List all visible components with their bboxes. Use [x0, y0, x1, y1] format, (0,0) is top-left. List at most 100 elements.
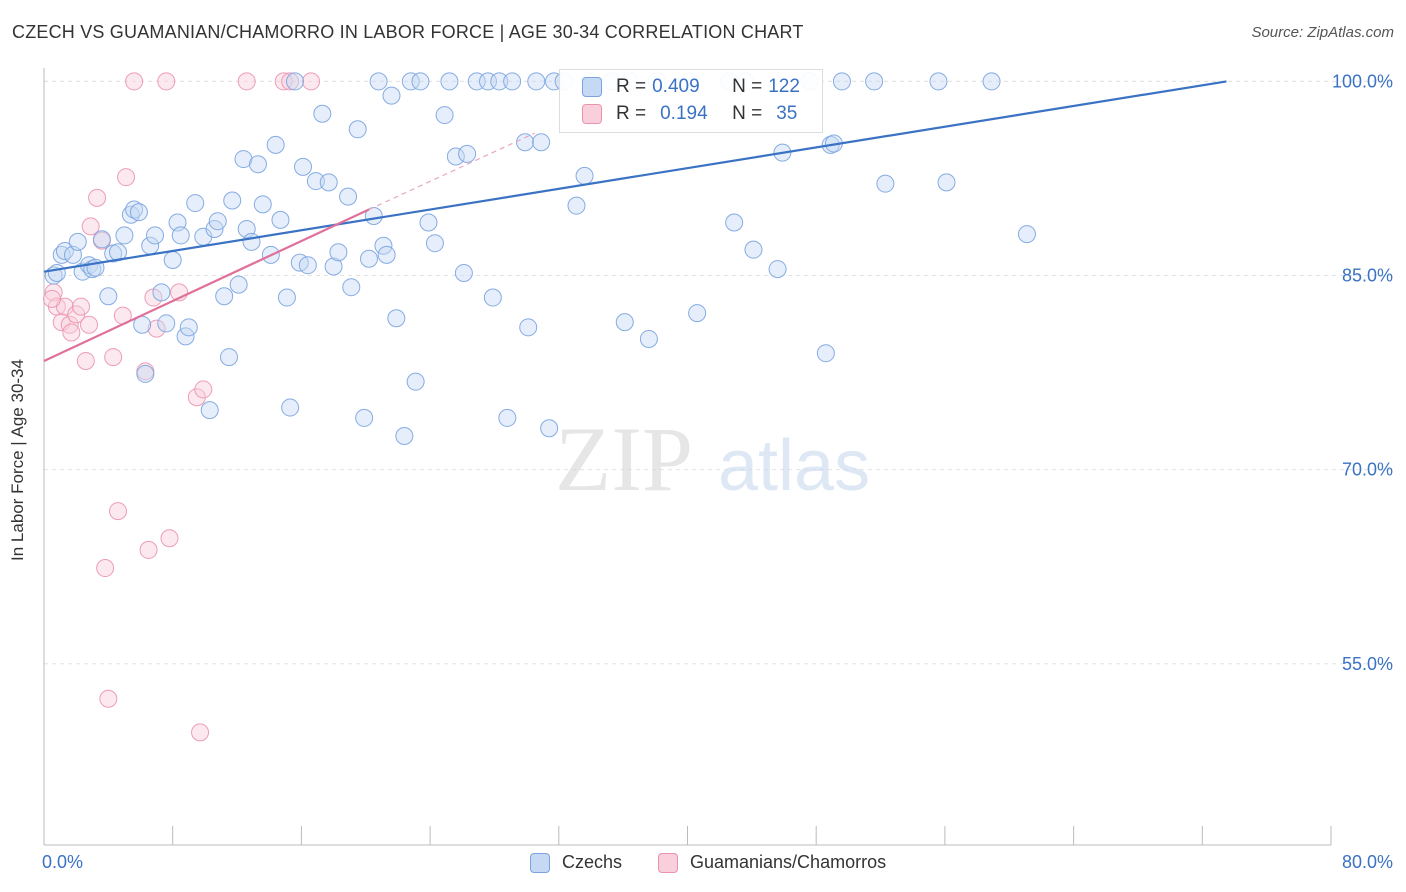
data-point	[109, 502, 128, 521]
czechs-n-label: N =	[732, 76, 763, 97]
data-point	[688, 304, 707, 323]
data-point	[99, 287, 118, 306]
data-point	[937, 173, 956, 192]
data-point	[277, 288, 296, 307]
data-point	[99, 689, 118, 708]
data-point	[281, 398, 300, 417]
legend-swatch-czechs	[530, 852, 550, 873]
data-point	[242, 232, 261, 251]
data-point	[194, 380, 213, 399]
data-point	[768, 260, 787, 279]
data-point	[237, 72, 256, 91]
data-point	[76, 351, 95, 370]
data-point	[401, 72, 420, 91]
data-point	[339, 187, 358, 206]
data-point	[146, 226, 165, 245]
data-point	[248, 155, 267, 174]
data-point	[104, 348, 123, 367]
data-point	[253, 195, 272, 214]
y-tick-label: 70.0%	[1342, 460, 1393, 480]
grid-lines	[44, 80, 1394, 665]
data-point	[446, 147, 465, 166]
czechs-swatch	[582, 77, 602, 97]
data-point	[395, 427, 414, 446]
data-point	[298, 256, 317, 275]
data-point	[348, 120, 367, 139]
data-point	[88, 188, 107, 207]
data-point	[342, 278, 361, 297]
data-point	[639, 329, 658, 348]
data-point	[435, 106, 454, 125]
data-point	[81, 217, 100, 236]
data-point	[324, 257, 343, 276]
data-point	[313, 104, 332, 123]
stats-legend: R = 0.409 N = 122 R = 0.194 N = 35	[559, 69, 823, 133]
data-point	[929, 72, 948, 91]
data-point	[60, 315, 79, 334]
czechs-n-value: 122	[768, 76, 800, 97]
data-point	[369, 72, 388, 91]
data-point	[302, 72, 321, 91]
guamanians-r-label: R =	[616, 103, 647, 124]
data-point	[411, 72, 430, 91]
data-point	[567, 196, 586, 215]
y-axis-label: In Labor Force | Age 30-34	[8, 359, 27, 561]
data-point	[171, 226, 190, 245]
stats-row-czechs: R = 0.409 N = 122	[582, 74, 800, 100]
y-tick-label: 100.0%	[1332, 71, 1393, 91]
data-point	[876, 174, 895, 193]
data-point	[294, 157, 313, 176]
stats-row-guamanians: R = 0.194 N = 35	[582, 101, 797, 127]
data-point	[527, 72, 546, 91]
data-point	[157, 314, 176, 333]
series-guamanians-points	[43, 72, 321, 742]
legend-label-guamanians: Guamanians/Chamorros	[690, 852, 887, 872]
bottom-legend: Czechs Guamanians/Chamorros	[0, 852, 1406, 878]
data-point	[208, 212, 227, 231]
data-point	[540, 419, 559, 438]
data-point	[220, 348, 239, 367]
chart-title: CZECH VS GUAMANIAN/CHAMORRO IN LABOR FOR…	[12, 22, 804, 42]
data-point	[115, 226, 134, 245]
legend-item-guamanians: Guamanians/Chamorros	[658, 852, 886, 873]
data-point	[163, 251, 182, 270]
y-tick-label: 85.0%	[1342, 266, 1393, 286]
data-point	[125, 200, 144, 219]
data-point	[516, 133, 535, 152]
data-point	[117, 168, 136, 187]
data-point	[406, 372, 425, 391]
czechs-r-label: R =	[616, 76, 647, 97]
data-point	[186, 194, 205, 213]
data-point	[382, 86, 401, 105]
data-point	[179, 318, 198, 337]
data-point	[96, 559, 115, 578]
trend-line-guamanians-extension	[368, 132, 535, 211]
data-point	[377, 245, 396, 264]
data-point	[200, 401, 219, 420]
data-point	[355, 408, 374, 427]
legend-label-czechs: Czechs	[562, 852, 623, 872]
data-point	[47, 263, 66, 282]
data-point	[454, 263, 473, 282]
guamanians-n-value: 35	[776, 103, 798, 124]
guamanians-swatch	[582, 104, 602, 124]
y-tick-label: 55.0%	[1342, 654, 1393, 674]
data-point	[458, 144, 477, 163]
data-point	[139, 540, 158, 559]
data-point	[982, 72, 1001, 91]
data-point	[229, 275, 248, 294]
data-point	[157, 72, 176, 91]
data-point	[532, 133, 551, 152]
guamanians-n-label: N =	[732, 103, 763, 124]
data-point	[80, 315, 99, 334]
data-point	[191, 723, 210, 742]
legend-swatch-guamanians	[658, 852, 678, 873]
data-point	[419, 213, 438, 232]
data-point	[215, 287, 234, 306]
data-point	[503, 72, 522, 91]
trend-lines	[43, 80, 1227, 362]
data-point	[72, 297, 91, 316]
data-point	[329, 243, 348, 262]
data-point	[725, 213, 744, 232]
